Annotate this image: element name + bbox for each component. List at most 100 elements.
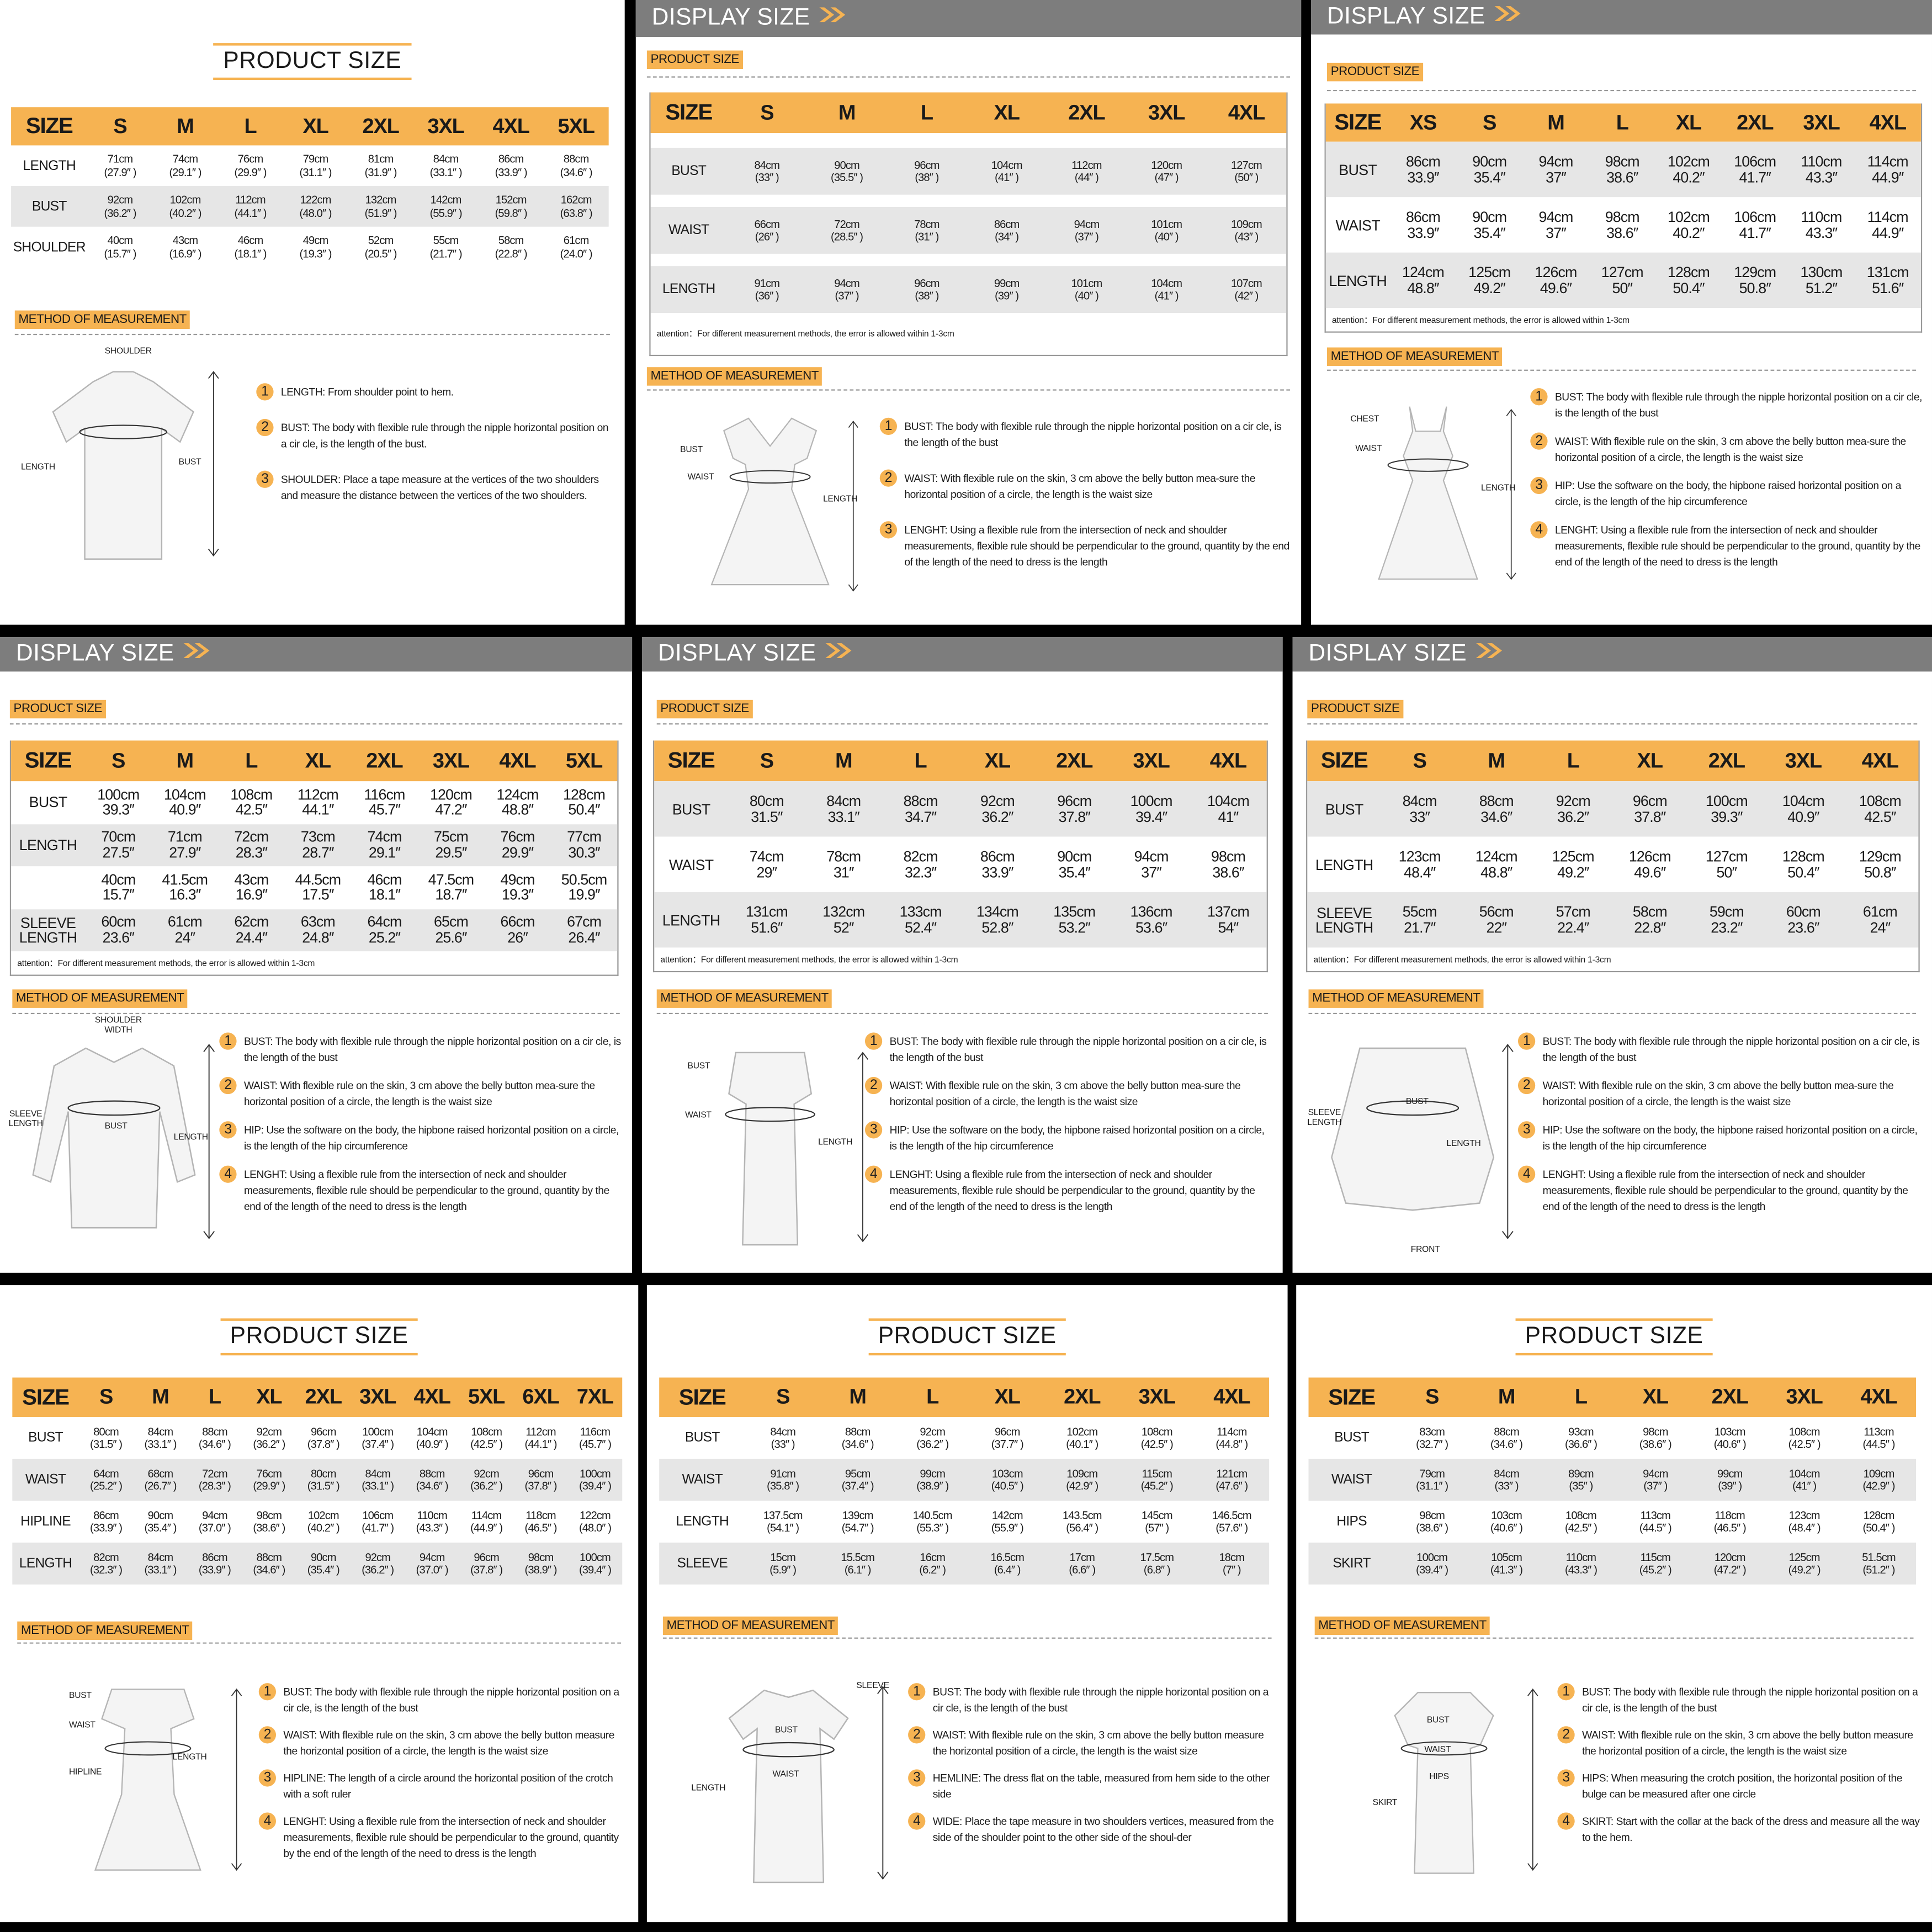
instruction-item: 3 HIP: Use the software on the body, the … (1517, 1121, 1925, 1154)
size-column-header: 3XL (427, 114, 464, 137)
value-cm: 113cm (1864, 1425, 1894, 1437)
value-inch: (35.4″ ) (144, 1521, 177, 1535)
instruction-text: WAIST: With flexible rule on the skin, 3… (1554, 434, 1906, 464)
size-cell: 142cm (55.9″ ) (413, 193, 479, 219)
value-cm: 116cm (580, 1425, 611, 1437)
size-cell: 118cm (46.5″ ) (513, 1509, 567, 1535)
value-inch: (40″ ) (1074, 289, 1099, 302)
size-column-header: 7XL (576, 1384, 614, 1409)
value-inch: (39.4″ ) (578, 1479, 612, 1493)
double-chevron-right-icon (1474, 637, 1506, 672)
size-cell: 114cm 44.9″ (1855, 154, 1921, 185)
value-inch: 29″ (756, 863, 778, 880)
table-row: LENGTH 82cm (32.3″ ) 84cm (33.1″ ) 86cm (33.9″… (12, 1542, 623, 1585)
value-cm: 114cm (1867, 152, 1909, 171)
value-inch: (29.9″ ) (253, 1479, 285, 1493)
size-cell: 44.5cm 17.5″ (285, 872, 352, 903)
product-size-title: PRODUCT SIZE (220, 1318, 418, 1356)
size-cell: 131cm 51.6″ (728, 904, 805, 935)
attention-note: attention：For different measurement meth… (1331, 316, 1630, 326)
instruction-item: 2 BUST: The body with flexible rule throu… (256, 418, 616, 452)
size-column-header: XL (984, 749, 1011, 772)
value-inch: (40″ ) (1154, 230, 1179, 243)
size-column-header: M (838, 100, 856, 124)
size-cell: 86cm (33.9″ ) (188, 1551, 242, 1577)
value-inch: (7″ ) (1222, 1563, 1241, 1576)
diagram-label: LENGTH (691, 1784, 726, 1793)
value-inch: (37.8″ ) (524, 1479, 558, 1493)
value-inch: (38″ ) (915, 171, 939, 184)
value-cm: 100cm (1130, 792, 1173, 810)
size-cell: 79cm (31.1″ ) (1395, 1467, 1469, 1493)
value-cm: 51.5cm (1862, 1551, 1896, 1563)
step-number-badge: 1 (1530, 388, 1548, 406)
value-cm: 86cm (202, 1551, 227, 1563)
value-cm: 96cm (914, 158, 940, 171)
value-cm: 15.5cm (841, 1551, 874, 1563)
size-cell: 100cm (39.4″ ) (568, 1467, 622, 1493)
step-number-badge: 3 (1517, 1121, 1536, 1139)
diagram-label: LENGTH (818, 1138, 853, 1148)
value-cm: 92cm (1556, 792, 1591, 810)
size-table-header: SIZE S M L XL 2XL 3XL 4XL (1307, 740, 1919, 782)
size-column-header: L (245, 749, 258, 772)
value-cm: 84cm (147, 1425, 173, 1437)
size-label-header: SIZE (1328, 1384, 1376, 1409)
size-cell: 94cm (37″ ) (807, 277, 887, 302)
instruction-text: BUST: The body with flexible rule throug… (1582, 1685, 1918, 1714)
size-cell: 137cm 54″ (1190, 904, 1266, 935)
step-number-badge: 1 (864, 1032, 883, 1050)
value-inch: 38.6″ (1606, 168, 1638, 185)
value-inch: (36.2″ ) (916, 1437, 949, 1451)
value-cm: 124cm (1475, 847, 1518, 865)
value-inch: (26″ ) (755, 230, 779, 243)
size-cell: 18cm (7″ ) (1195, 1551, 1270, 1577)
size-cell: 127cm 50″ (1589, 265, 1655, 296)
value-cm: 73cm (300, 828, 336, 846)
value-cm: 94cm (1643, 1467, 1668, 1479)
value-inch: (38″ ) (915, 289, 939, 302)
value-cm: 104cm (416, 1425, 448, 1437)
measurement-instructions: 1 BUST: The body with flexible rule throu… (864, 1032, 1274, 1227)
value-inch: (36.2″ ) (470, 1479, 503, 1493)
instruction-item: 3 HEMLINE: The dress flat on the table, m… (908, 1769, 1280, 1803)
value-cm: 86cm (994, 217, 1020, 230)
value-inch: (44.8″ ) (1216, 1437, 1248, 1451)
divider (656, 1012, 1268, 1015)
product-size-tag: PRODUCT SIZE (9, 699, 106, 719)
row-label: LENGTH (19, 836, 77, 854)
value-cm: 88cm (1494, 1425, 1519, 1437)
value-cm: 43cm (172, 234, 198, 247)
value-inch: (41″ ) (1154, 289, 1179, 302)
size-column-header: S (99, 1384, 113, 1409)
size-cell: 75cm 29.5″ (418, 830, 485, 861)
value-inch: (44″ ) (1074, 171, 1099, 184)
value-cm: 115cm (1142, 1467, 1172, 1479)
size-cell: 122cm (48.0″ ) (283, 193, 348, 219)
value-cm: 113cm (1640, 1509, 1671, 1521)
value-cm: 84cm (754, 158, 780, 171)
value-cm: 129cm (1859, 847, 1902, 865)
size-cell: 43cm (16.9″ ) (153, 234, 218, 260)
attention-note: attention：For different measurement meth… (656, 330, 954, 339)
size-table: SIZE S M L XL 2XL 3XL 4XL BUST 84cm (33″ ) 90cm (35.… (649, 92, 1288, 357)
value-cm: 83cm (1419, 1425, 1445, 1437)
size-column-header: M (1498, 1384, 1516, 1409)
value-inch: (48.0″ ) (299, 206, 332, 219)
value-cm: 74cm (749, 847, 784, 865)
value-cm: 98cm (528, 1551, 554, 1563)
display-size-title: DISPLAY SIZE (16, 640, 174, 667)
value-inch: 50″ (1716, 863, 1738, 880)
size-table: SIZE S M L XL 2XL 3XL 4XL BUST 80cm 31.5″ 84cm 33.1″… (653, 740, 1268, 973)
value-inch: 37″ (1141, 863, 1162, 880)
table-row: WAIST 66cm (26″ ) 72cm (28.5″ ) 78cm (31″ ) 86c… (650, 206, 1287, 254)
row-label: HIPS (1336, 1514, 1367, 1530)
value-inch: 33″ (1409, 808, 1430, 825)
display-size-header: DISPLAY SIZE (1310, 0, 1932, 35)
instruction-text: LENGHT: Using a flexible rule from the i… (283, 1814, 619, 1860)
instruction-item: 2 WAIST: With flexible rule on the skin, … (1557, 1726, 1927, 1759)
size-column-header: 3XL (1148, 100, 1185, 124)
table-row: WAIST 64cm (25.2″ ) 68cm (26.7″ ) 72cm (28.3″ … (12, 1458, 623, 1501)
value-inch: 34.6″ (1480, 808, 1512, 825)
value-cm: 136cm (1130, 903, 1173, 921)
